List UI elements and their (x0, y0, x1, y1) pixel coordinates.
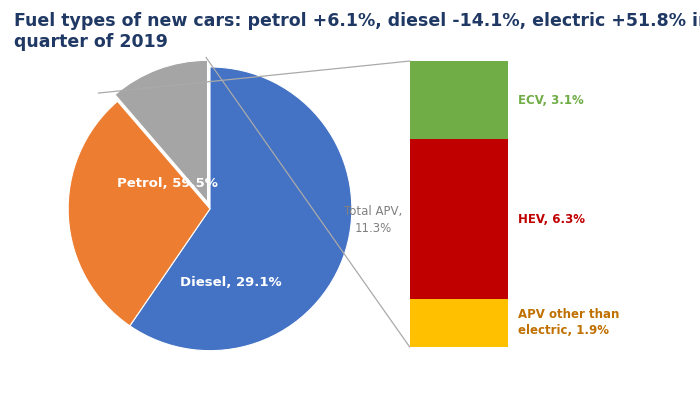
Wedge shape (130, 67, 352, 351)
Text: Fuel types of new cars: petrol +6.1%, diesel -14.1%, electric +51.8% in third
qu: Fuel types of new cars: petrol +6.1%, di… (14, 12, 700, 50)
Text: ECV, 3.1%: ECV, 3.1% (518, 94, 584, 107)
Text: Total APV,
11.3%: Total APV, 11.3% (344, 205, 402, 235)
Wedge shape (115, 60, 207, 202)
Text: APV other than
electric, 1.9%: APV other than electric, 1.9% (518, 308, 620, 337)
Text: Diesel, 29.1%: Diesel, 29.1% (181, 276, 282, 289)
Wedge shape (68, 101, 210, 326)
Text: Petrol, 59.5%: Petrol, 59.5% (117, 177, 218, 190)
Text: HEV, 6.3%: HEV, 6.3% (518, 212, 585, 225)
